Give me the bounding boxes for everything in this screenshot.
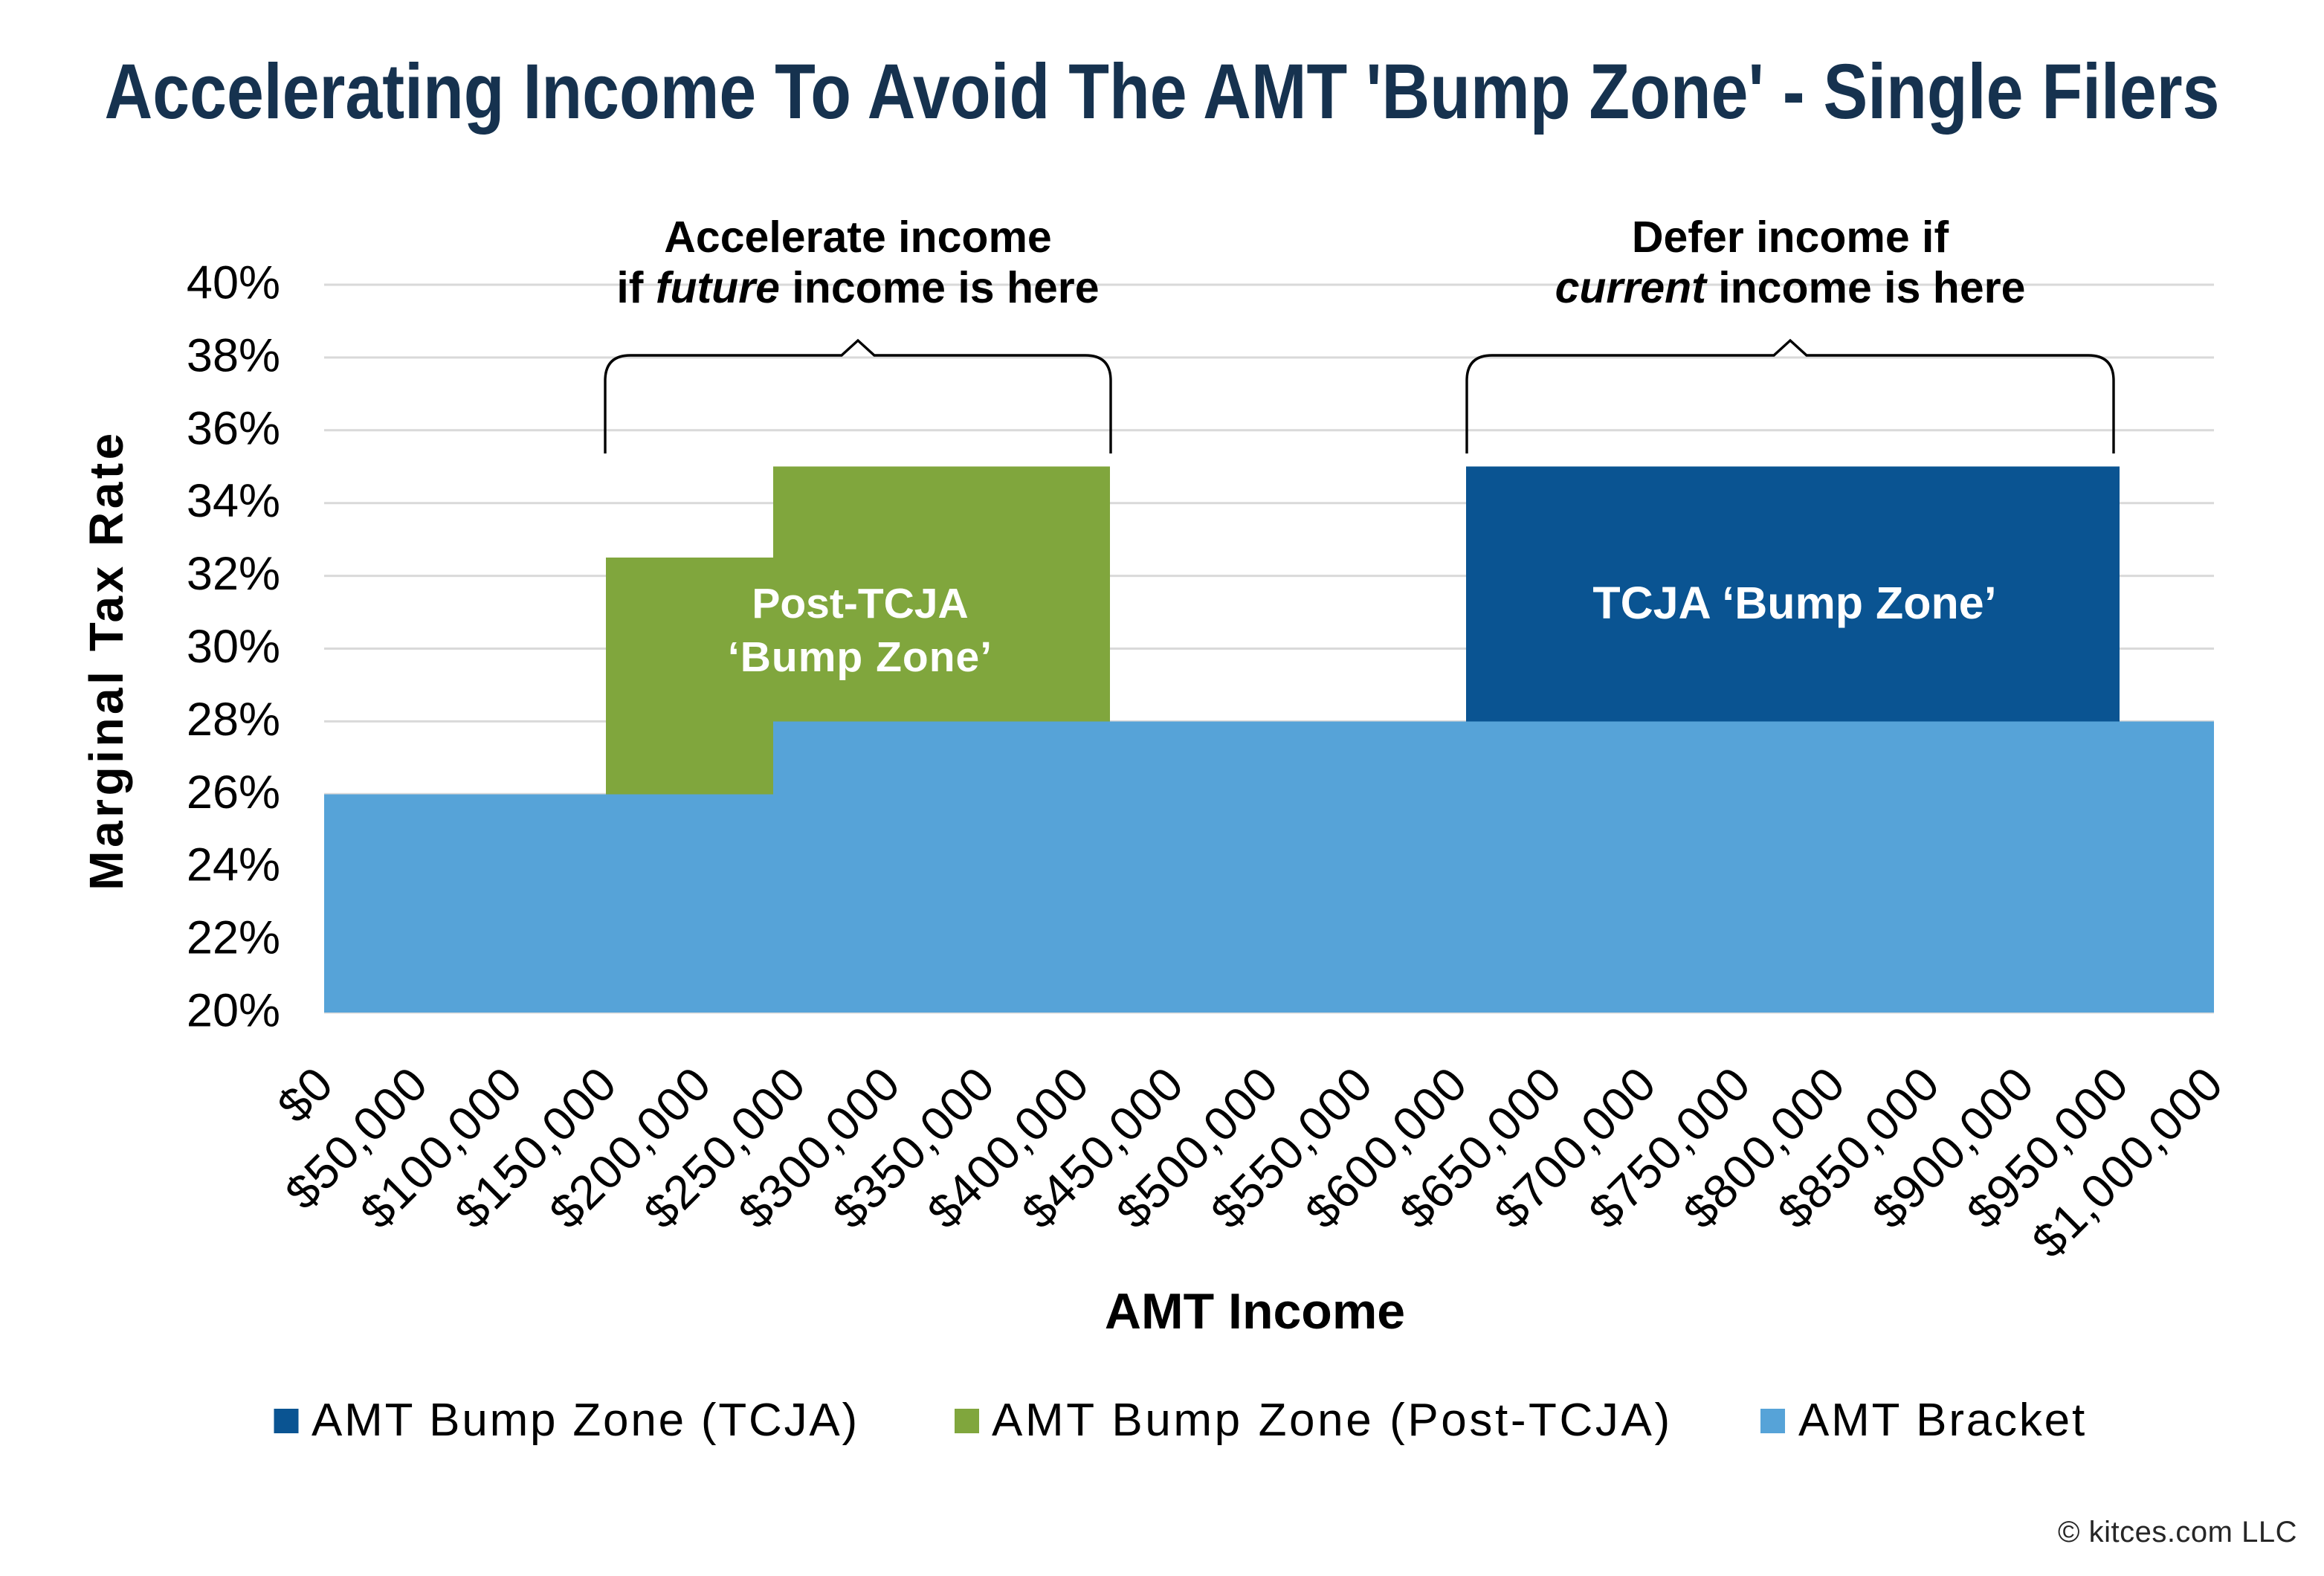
svg-text:32%: 32%	[187, 548, 280, 600]
svg-text:AMT Bracket: AMT Bracket	[1798, 1395, 2087, 1446]
svg-text:Post-TCJA: Post-TCJA	[752, 580, 968, 627]
svg-text:20%: 20%	[187, 985, 280, 1037]
svg-text:30%: 30%	[187, 621, 280, 673]
svg-text:© kitces.com LLC: © kitces.com LLC	[2058, 1516, 2297, 1548]
svg-text:26%: 26%	[187, 766, 280, 818]
svg-text:36%: 36%	[187, 402, 280, 454]
svg-text:TCJA ‘Bump Zone’: TCJA ‘Bump Zone’	[1592, 578, 1996, 628]
svg-text:Accelerate income: Accelerate income	[664, 213, 1051, 262]
svg-text:38%: 38%	[187, 329, 280, 381]
svg-text:24%: 24%	[187, 839, 280, 891]
svg-text:Accelerating Income To Avoid T: Accelerating Income To Avoid The AMT 'Bu…	[105, 48, 2220, 135]
svg-text:Defer income if: Defer income if	[1632, 213, 1949, 262]
svg-text:if future income is here: if future income is here	[616, 263, 1099, 312]
svg-text:34%: 34%	[187, 475, 280, 527]
svg-text:40%: 40%	[187, 257, 280, 309]
svg-text:current income is here: current income is here	[1555, 263, 2026, 312]
svg-text:22%: 22%	[187, 912, 280, 964]
svg-text:‘Bump Zone’: ‘Bump Zone’	[728, 633, 992, 681]
svg-text:AMT Income: AMT Income	[1105, 1283, 1405, 1340]
svg-text:Marginal Tax Rate: Marginal Tax Rate	[80, 430, 133, 890]
svg-text:28%: 28%	[187, 694, 280, 746]
svg-text:AMT Bump Zone (TCJA): AMT Bump Zone (TCJA)	[312, 1395, 859, 1446]
svg-text:AMT Bump Zone (Post-TCJA): AMT Bump Zone (Post-TCJA)	[992, 1395, 1673, 1446]
